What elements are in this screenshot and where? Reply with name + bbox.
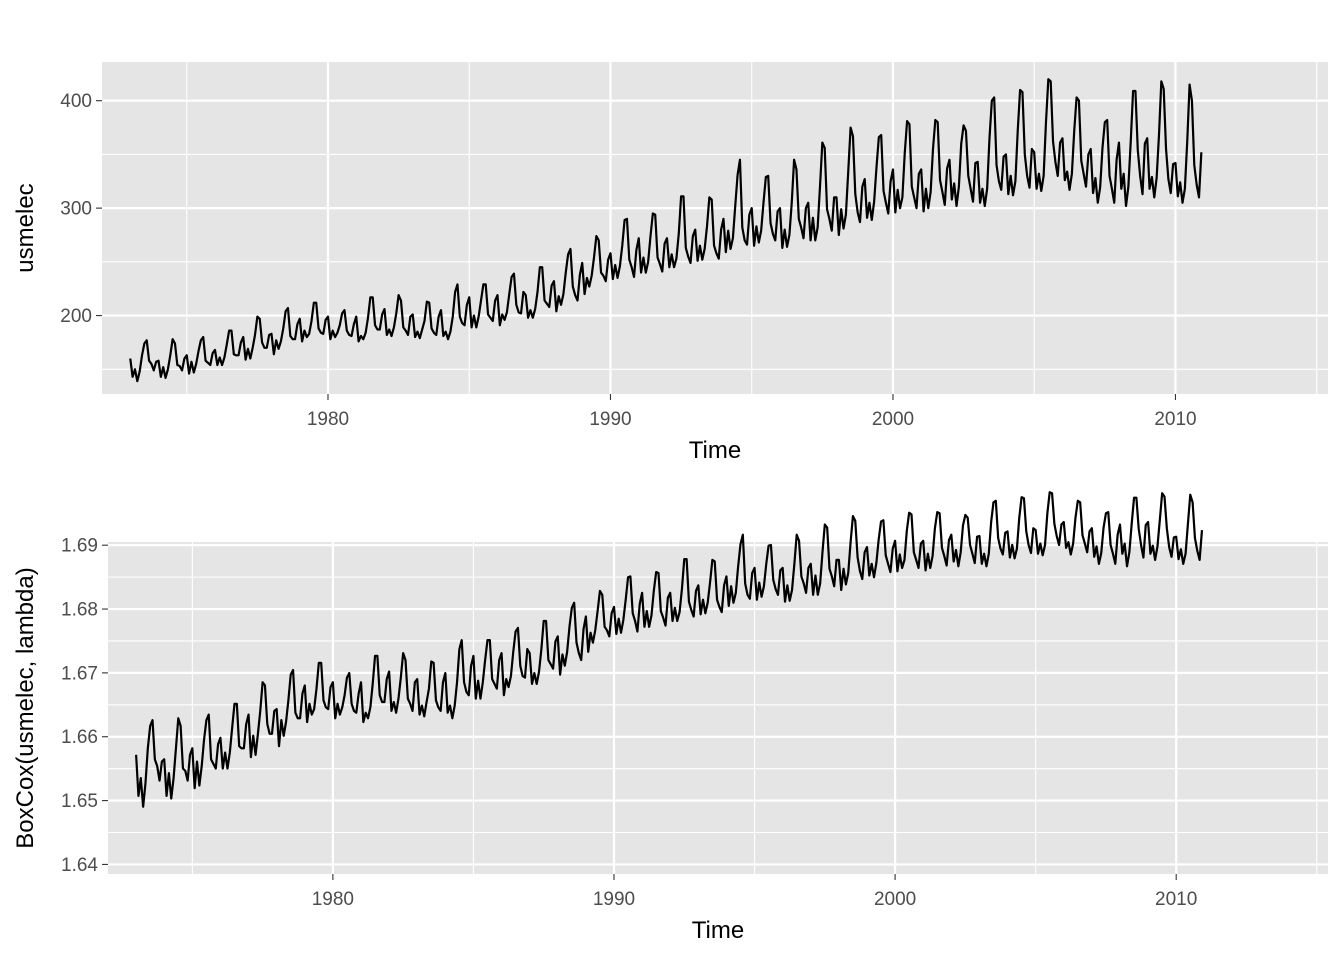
chart-2-x-tick-label: 1980 <box>312 889 354 910</box>
chart-2-series-line-1 <box>135 491 1204 808</box>
chart-2-panel: 1.64 1.65 1.66 1.67 1.68 1.69 1980 1990 2000 2010… <box>12 491 1328 944</box>
chart-2-y-tick-label: 1.68 <box>61 600 98 621</box>
chart-1-y-tick-label: 300 <box>60 199 92 220</box>
chart-1-series-line-1 <box>129 78 1203 383</box>
chart-1-x-axis-title: Time <box>689 437 741 464</box>
chart-2-x-tick-label: 2000 <box>874 889 916 910</box>
chart-2-x-tick-label: 1990 <box>593 889 635 910</box>
chart-2-y-tick-label: 1.66 <box>61 727 98 748</box>
chart-2-y-axis-title: BoxCox(usmelec, lambda) <box>12 567 39 848</box>
chart-2-y-tick-label: 1.65 <box>61 791 98 812</box>
chart-1-plot-background <box>102 62 1328 394</box>
chart-1-x-tick-label: 2010 <box>1154 409 1196 430</box>
chart-2-x-axis-title: Time <box>692 917 744 944</box>
chart-2-x-tick-label: 2010 <box>1155 889 1197 910</box>
chart-1-panel: 200 300 400 1980 1990 2000 2010 Time usmelec <box>12 62 1328 464</box>
chart-2-plot-background <box>108 542 1328 874</box>
chart-1-x-tick-label: 1990 <box>589 409 631 430</box>
chart-2-y-tick-label: 1.64 <box>61 855 98 876</box>
chart-2-y-tick-label: 1.67 <box>61 663 98 684</box>
chart-1-y-axis-title: usmelec <box>12 183 39 272</box>
chart-1-x-tick-label: 1980 <box>307 409 349 430</box>
chart-1-y-tick-label: 200 <box>60 306 92 327</box>
chart-2-y-tick-label: 1.69 <box>61 536 98 557</box>
chart-1-y-tick-label: 400 <box>60 91 92 112</box>
chart-1-x-tick-label: 2000 <box>872 409 914 430</box>
